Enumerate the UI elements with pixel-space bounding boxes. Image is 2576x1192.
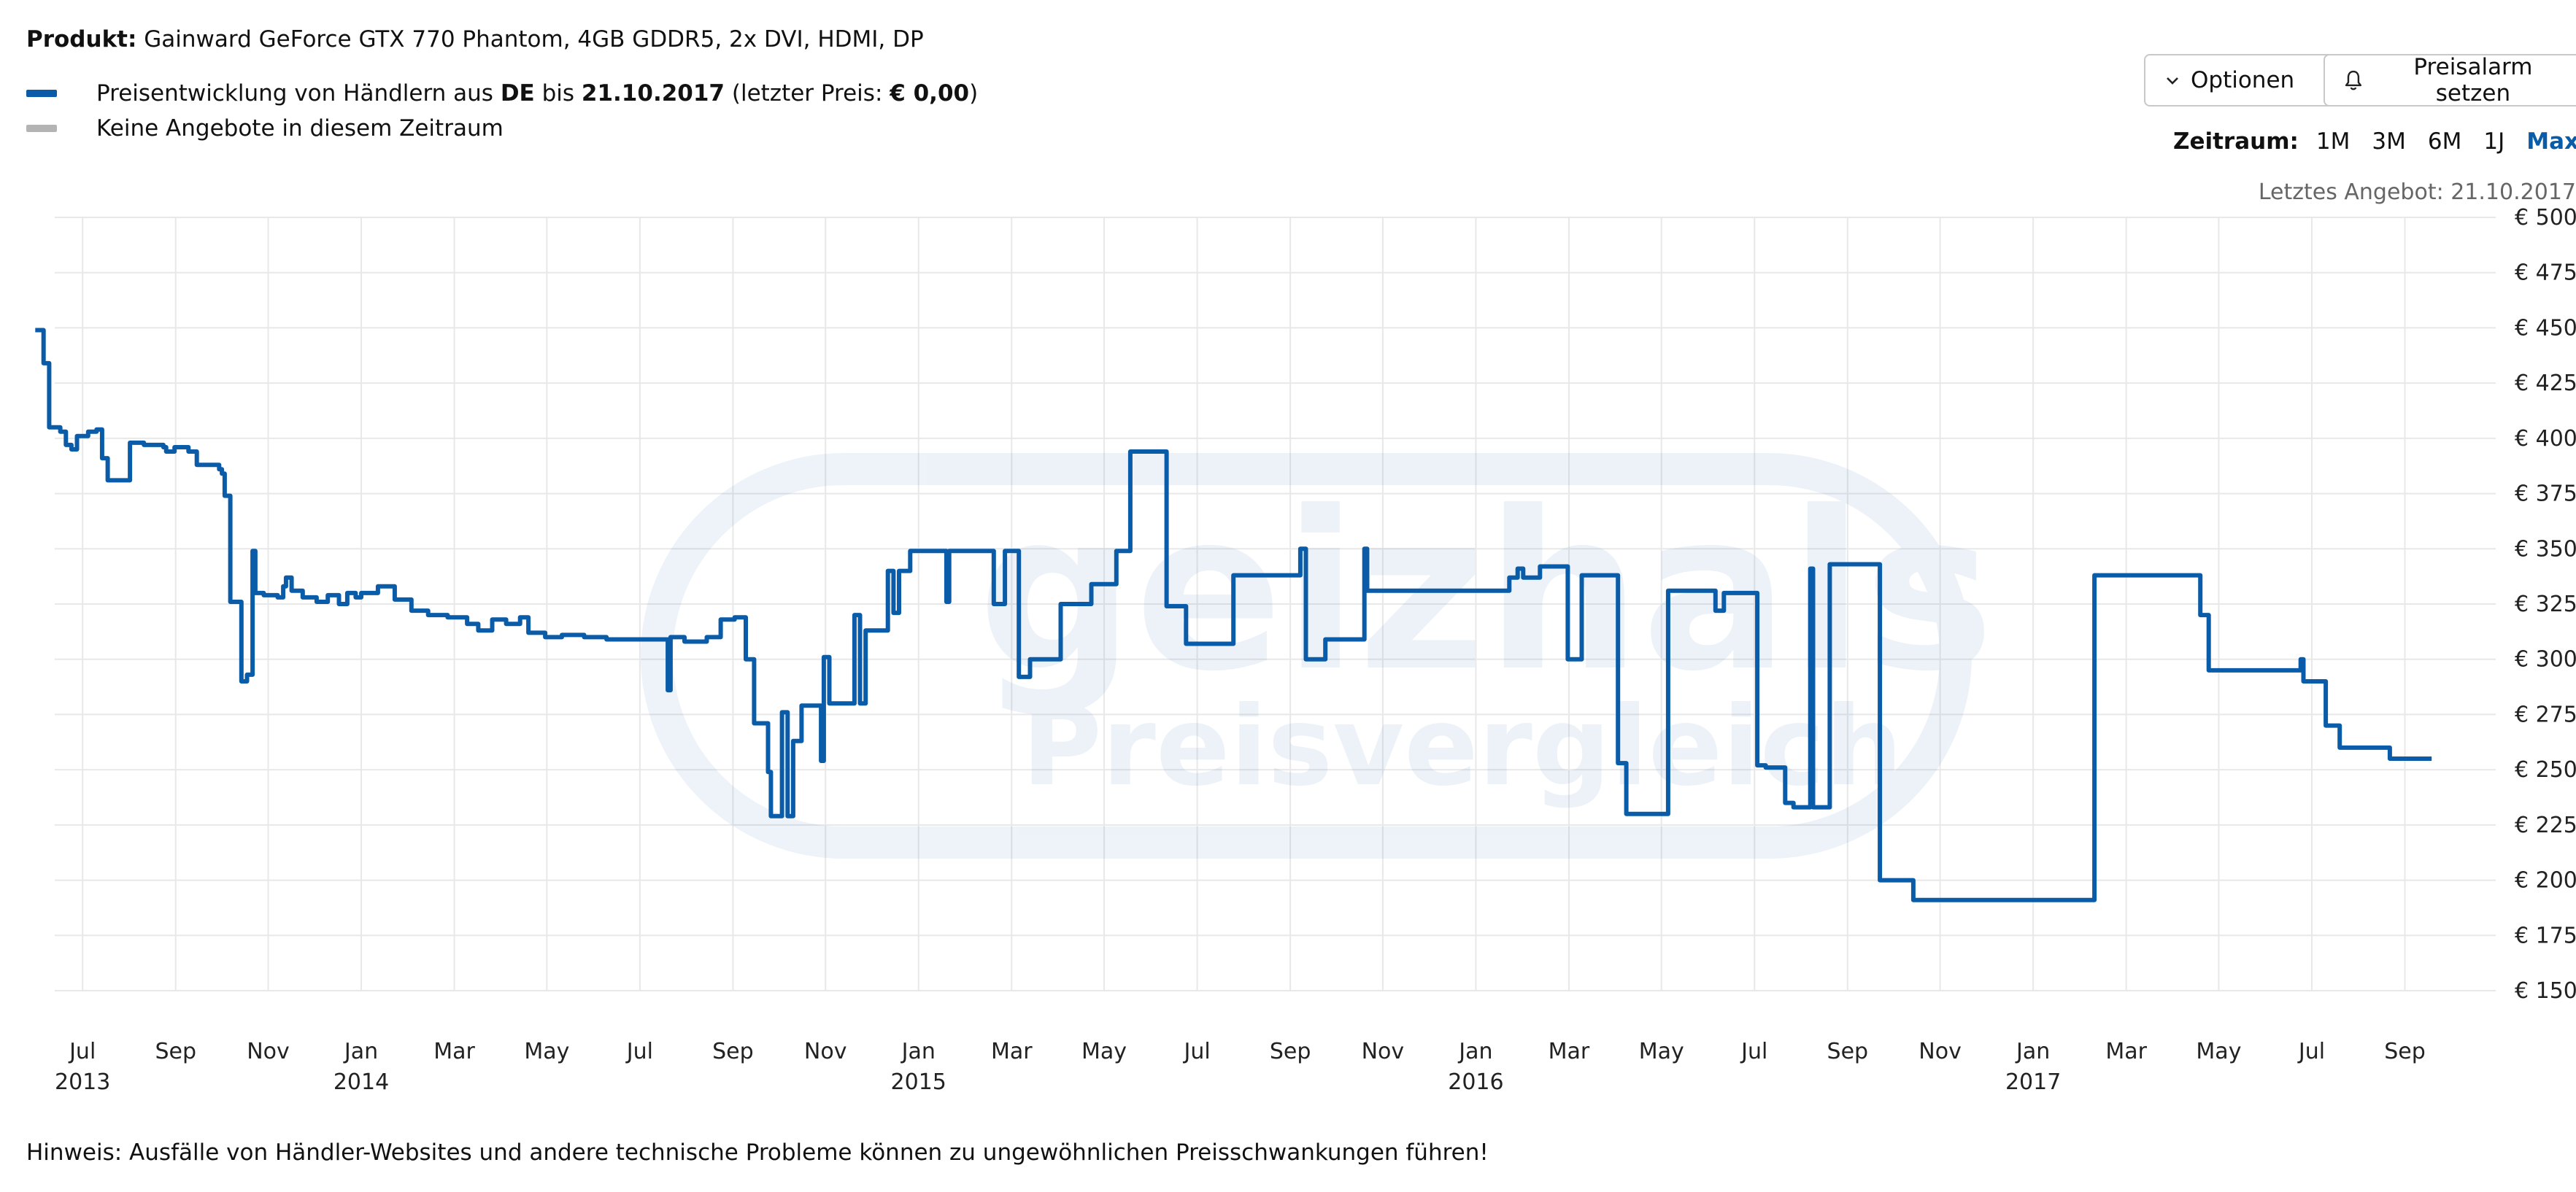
x-tick-label: May xyxy=(1081,1039,1127,1064)
x-year-label: 2013 xyxy=(55,1069,110,1095)
y-tick-label: € 350 xyxy=(2515,536,2576,562)
y-tick-label: € 425 xyxy=(2515,371,2576,396)
x-tick-label: Nov xyxy=(1362,1039,1405,1064)
x-tick-label: Nov xyxy=(247,1039,290,1064)
legend-series-text: Preisentwicklung von Händlern aus DE bis… xyxy=(96,80,979,107)
hint-text: Hinweis: Ausfälle von Händler-Websites u… xyxy=(26,1139,1489,1166)
x-tick-label: Mar xyxy=(2105,1039,2147,1064)
product-name: Gainward GeForce GTX 770 Phantom, 4GB GD… xyxy=(144,26,924,53)
timeframe-3m[interactable]: 3M xyxy=(2372,128,2406,155)
x-axis-labels: Jul 2013 Sep Nov Jan 2014 Mar May Jul Sep Nov Jan 20… xyxy=(55,1039,2426,1095)
timeframe-max[interactable]: Max xyxy=(2526,128,2576,155)
x-tick-label: Sep xyxy=(1270,1039,1311,1064)
grid-lines xyxy=(55,217,2496,991)
y-tick-label: € 275 xyxy=(2515,702,2576,727)
options-label: Optionen xyxy=(2191,67,2295,93)
options-button[interactable]: Optionen xyxy=(2144,54,2354,107)
timeframe-label: Zeitraum: xyxy=(2172,128,2299,155)
price-alarm-button[interactable]: Preisalarm setzen xyxy=(2324,54,2576,107)
watermark-frame xyxy=(641,453,1972,859)
x-tick-label: Jul xyxy=(1740,1039,1767,1064)
x-tick-label: May xyxy=(2196,1039,2241,1064)
product-heading: Produkt: Gainward GeForce GTX 770 Phanto… xyxy=(26,26,924,53)
y-tick-label: € 250 xyxy=(2515,757,2576,783)
x-tick-label: Mar xyxy=(433,1039,475,1064)
x-year-label: 2017 xyxy=(2005,1069,2061,1095)
x-tick-label: Jul xyxy=(68,1039,96,1064)
x-tick-label: May xyxy=(1639,1039,1684,1064)
x-year-label: 2014 xyxy=(333,1069,389,1095)
y-tick-label: € 300 xyxy=(2515,647,2576,673)
x-tick-label: Mar xyxy=(1549,1039,1590,1064)
y-tick-label: € 200 xyxy=(2515,868,2576,894)
no-offers-swatch xyxy=(26,125,57,132)
x-tick-label: May xyxy=(524,1039,569,1064)
y-axis-labels: € 150 € 175 € 200 € 225 € 250 € 275 € 300 € 325… xyxy=(2515,205,2576,1004)
x-tick-label: Nov xyxy=(1918,1039,1962,1064)
y-tick-label: € 225 xyxy=(2515,813,2576,838)
legend-no-offers: Keine Angebote in diesem Zeitraum xyxy=(26,115,504,142)
y-tick-label: € 375 xyxy=(2515,481,2576,507)
y-tick-label: € 475 xyxy=(2515,260,2576,286)
legend-no-offers-text: Keine Angebote in diesem Zeitraum xyxy=(96,115,504,142)
x-tick-label: Jan xyxy=(1457,1039,1492,1064)
x-tick-label: Sep xyxy=(155,1039,196,1064)
x-year-label: 2016 xyxy=(1448,1069,1503,1095)
y-tick-label: € 400 xyxy=(2515,426,2576,452)
y-tick-label: € 500 xyxy=(2515,205,2576,231)
x-tick-label: Jul xyxy=(1182,1039,1210,1064)
series-swatch xyxy=(26,90,57,97)
chevron-down-icon xyxy=(2167,77,2178,85)
x-tick-label: Jan xyxy=(901,1039,936,1064)
timeframe-1m[interactable]: 1M xyxy=(2315,128,2351,155)
timeframe-1j[interactable]: 1J xyxy=(2483,128,2505,155)
x-tick-label: Nov xyxy=(804,1039,847,1064)
product-label: Produkt: xyxy=(26,26,137,53)
price-series-line xyxy=(35,328,2432,902)
x-year-label: 2015 xyxy=(891,1069,946,1095)
price-alarm-label: Preisalarm setzen xyxy=(2413,54,2533,107)
x-tick-label: Jan xyxy=(343,1039,378,1064)
y-tick-label: € 175 xyxy=(2515,923,2576,948)
x-tick-label: Sep xyxy=(1827,1039,1869,1064)
bell-icon xyxy=(2345,70,2362,90)
watermark-bottom: Preisvergleich xyxy=(1022,684,1902,810)
x-tick-label: Jan xyxy=(2015,1039,2050,1064)
timeframe-6m[interactable]: 6M xyxy=(2427,128,2462,155)
x-tick-label: Sep xyxy=(712,1039,754,1064)
x-tick-label: Mar xyxy=(991,1039,1033,1064)
y-tick-label: € 325 xyxy=(2515,592,2576,617)
y-tick-label: € 450 xyxy=(2515,315,2576,341)
price-chart[interactable]: geizhals Preisvergleich € 150€ 175€ 200€… xyxy=(0,190,2576,1123)
x-tick-label: Sep xyxy=(2384,1039,2426,1064)
y-tick-label: € 150 xyxy=(2515,978,2576,1004)
legend-series[interactable]: Preisentwicklung von Händlern aus DE bis… xyxy=(26,80,978,107)
last-offer-date: Letztes Angebot: 21.10.2017 xyxy=(2258,179,2576,205)
x-tick-label: Jul xyxy=(2297,1039,2325,1064)
x-tick-label: Jul xyxy=(625,1039,653,1064)
timeframe-selector: Zeitraum: 1M 3M 6M 1J Max xyxy=(2173,128,2576,155)
